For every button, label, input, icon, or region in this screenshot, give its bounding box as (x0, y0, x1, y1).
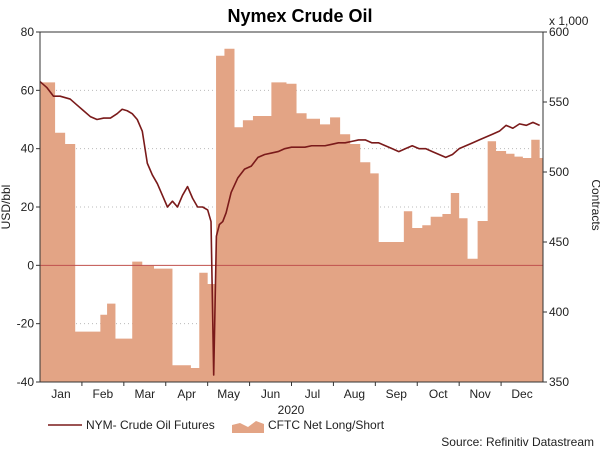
left-axis: -40 -20 0 20 40 60 80 (17, 25, 40, 389)
crude-oil-line-series (39, 80, 540, 376)
x-tick-label: Mar (134, 387, 155, 401)
x-tick-label: Sep (386, 387, 408, 401)
left-axis-title: USD/bbl (0, 185, 13, 230)
right-tick-label: 500 (549, 165, 569, 179)
crude-line-layer (39, 80, 540, 376)
left-tick-label: 0 (27, 258, 34, 272)
legend-area-swatch (232, 421, 264, 433)
legend: NYM- Crude Oil Futures CFTC Net Long/Sho… (48, 418, 385, 433)
x-tick-label: Nov (469, 387, 490, 401)
left-tick-label: -40 (17, 375, 35, 389)
x-axis-year-label: 2020 (278, 403, 305, 417)
right-axis-multiplier: x 1,000 (549, 14, 589, 28)
legend-label-crude: NYM- Crude Oil Futures (86, 418, 215, 432)
left-tick-label: 20 (21, 200, 35, 214)
right-axis: 350 400 450 500 550 600 (543, 25, 569, 389)
left-tick-label: 80 (21, 25, 35, 39)
right-tick-label: 550 (549, 95, 569, 109)
x-axis: Jan Feb Mar Apr May Jun Jul Aug Sep Oct Nov Dec (51, 382, 533, 401)
left-tick-label: 60 (21, 83, 35, 97)
x-tick-label: Jan (51, 387, 70, 401)
right-tick-label: 450 (549, 235, 569, 249)
x-tick-label: Jun (261, 387, 280, 401)
left-tick-label: -20 (17, 317, 35, 331)
chart-title: Nymex Crude Oil (227, 6, 372, 26)
x-tick-label: Dec (511, 387, 532, 401)
x-tick-label: Jul (305, 387, 320, 401)
x-tick-label: Oct (429, 387, 448, 401)
right-tick-label: 400 (549, 305, 569, 319)
cftc-area-series (40, 48, 543, 383)
right-tick-label: 600 (549, 25, 569, 39)
source-note: Source: Refinitiv Datastream (441, 435, 594, 449)
x-tick-label: Feb (93, 387, 114, 401)
right-axis-title: Contracts (589, 179, 600, 230)
cftc-area-layer (40, 48, 543, 383)
legend-label-cftc: CFTC Net Long/Short (268, 418, 385, 432)
x-tick-label: Apr (177, 387, 196, 401)
x-tick-label: Aug (344, 387, 365, 401)
left-tick-label: 40 (21, 142, 35, 156)
right-tick-label: 350 (549, 375, 569, 389)
x-tick-label: May (217, 387, 240, 401)
